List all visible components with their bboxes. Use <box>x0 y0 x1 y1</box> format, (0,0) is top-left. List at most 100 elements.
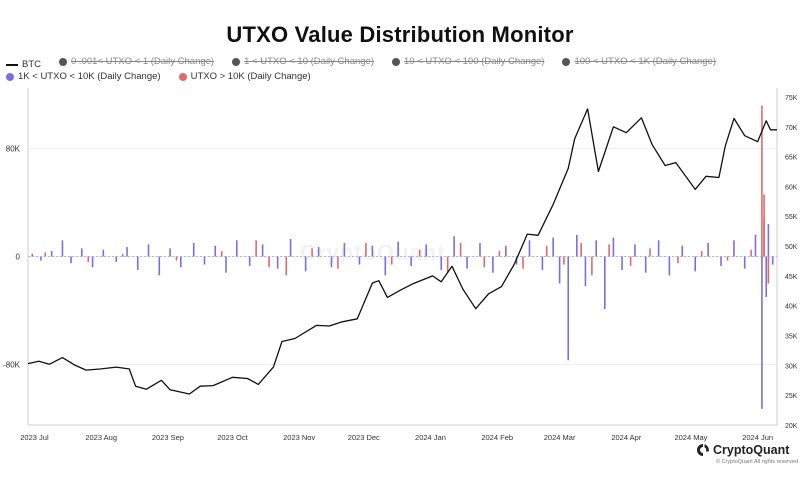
y-left-tick-label: 80K <box>6 145 21 154</box>
bar <box>726 256 729 261</box>
bar <box>410 256 412 266</box>
legend-item[interactable]: BTC <box>6 59 41 71</box>
bar <box>591 256 593 276</box>
x-tick-label: 2024 Mar <box>544 433 576 442</box>
bar <box>285 256 288 276</box>
y-right-tick-label: 60K <box>785 184 798 191</box>
legend-label: 100 < UTXO < 1K (Daily Change) <box>574 56 716 67</box>
chart-title: UTXO Value Distribution Monitor <box>226 22 574 47</box>
legend-item[interactable]: 1 < UTXO < 10 (Daily Change) <box>232 56 374 68</box>
x-tick-label: 2024 Feb <box>481 433 513 442</box>
bar <box>563 256 565 265</box>
y-right-tick-label: 40K <box>785 304 798 311</box>
bar <box>576 234 578 257</box>
bar <box>214 245 217 257</box>
legend-item[interactable]: 100 < UTXO < 1K (Daily Change) <box>562 56 716 68</box>
x-tick-label: 2024 Jun <box>742 433 773 442</box>
chart-legend: BTC 0 .001< UTXO < 1 (Daily Change) 1 < UT… <box>6 56 798 85</box>
bar <box>453 236 455 257</box>
y-right-tick-label: 65K <box>785 155 798 162</box>
legend-dot-icon <box>6 73 14 81</box>
bar <box>425 244 427 257</box>
bar <box>330 256 333 268</box>
bar <box>261 244 264 257</box>
bar <box>767 256 770 284</box>
btc-price-line <box>27 108 777 395</box>
bar <box>44 252 47 257</box>
bar <box>50 251 53 257</box>
bar <box>522 256 524 269</box>
bar <box>761 256 763 409</box>
bar <box>384 256 387 276</box>
y-right-tick-label: 25K <box>785 393 798 400</box>
bar <box>466 256 468 269</box>
bar <box>621 256 623 270</box>
bar <box>657 240 660 257</box>
bar <box>169 248 171 257</box>
bar <box>343 243 346 257</box>
bar <box>446 256 449 273</box>
legend-label: 10 < UTXO < 100 (Daily Change) <box>404 56 545 67</box>
bar <box>180 256 182 268</box>
bar <box>552 237 554 257</box>
bar <box>147 244 150 257</box>
bar <box>81 248 83 257</box>
bar <box>492 256 494 273</box>
bar <box>440 256 443 270</box>
y-right-tick-label: 45K <box>785 274 798 281</box>
brand-name: CryptoQuant <box>713 443 790 457</box>
bar <box>677 256 679 264</box>
bar <box>61 240 64 257</box>
bar <box>707 243 709 257</box>
y-left-tick-label: -80K <box>3 360 21 369</box>
bar <box>317 247 320 257</box>
bar <box>390 256 393 265</box>
x-tick-label: 2023 Aug <box>85 433 117 442</box>
bar <box>505 245 507 257</box>
bar <box>649 248 651 257</box>
x-tick-label: 2023 Jul <box>20 433 49 442</box>
bar <box>121 253 124 257</box>
brand-mark: CryptoQuant <box>696 443 789 457</box>
bar <box>720 256 722 266</box>
bar <box>754 234 757 257</box>
bar <box>225 256 227 273</box>
bar <box>31 253 34 257</box>
bar <box>644 256 647 273</box>
bar <box>595 240 598 257</box>
bar <box>418 249 421 257</box>
bar <box>255 240 257 257</box>
bar <box>203 256 206 265</box>
bar <box>681 245 684 257</box>
legend-dot-icon <box>392 58 401 66</box>
cryptoquant-logo-icon <box>697 444 709 456</box>
y-right-tick-label: 55K <box>785 214 798 221</box>
bar <box>337 256 339 269</box>
bar <box>608 244 610 257</box>
y-right-tick-label: 70K <box>785 125 798 132</box>
bar <box>771 256 774 265</box>
bar <box>761 105 763 257</box>
y-right-tick-label: 50K <box>785 244 798 251</box>
legend-item[interactable]: UTXO > 10K (Daily Change) <box>178 71 311 83</box>
legend-item[interactable]: 10 < UTXO < 100 (Daily Change) <box>392 56 544 68</box>
bar <box>668 256 671 276</box>
bar <box>304 256 307 272</box>
y-right-tick-label: 30K <box>785 363 798 370</box>
legend-item[interactable]: 1K < UTXO < 10K (Daily Change) <box>6 71 161 83</box>
x-tick-label: 2023 Nov <box>283 433 315 442</box>
bar <box>459 243 462 257</box>
bar <box>580 243 582 257</box>
bar <box>733 240 735 257</box>
y-right-tick-label: 75K <box>785 95 798 102</box>
legend-dot-icon <box>562 58 571 66</box>
bar <box>743 256 746 269</box>
bar <box>584 256 587 287</box>
bar <box>136 256 139 270</box>
bar <box>358 256 361 265</box>
bar <box>87 256 90 262</box>
bar <box>604 256 606 310</box>
bar <box>91 256 94 268</box>
legend-item[interactable]: 0 .001< UTXO < 1 (Daily Change) <box>59 56 214 68</box>
legend-label: 0 .001< UTXO < 1 (Daily Change) <box>71 56 215 67</box>
